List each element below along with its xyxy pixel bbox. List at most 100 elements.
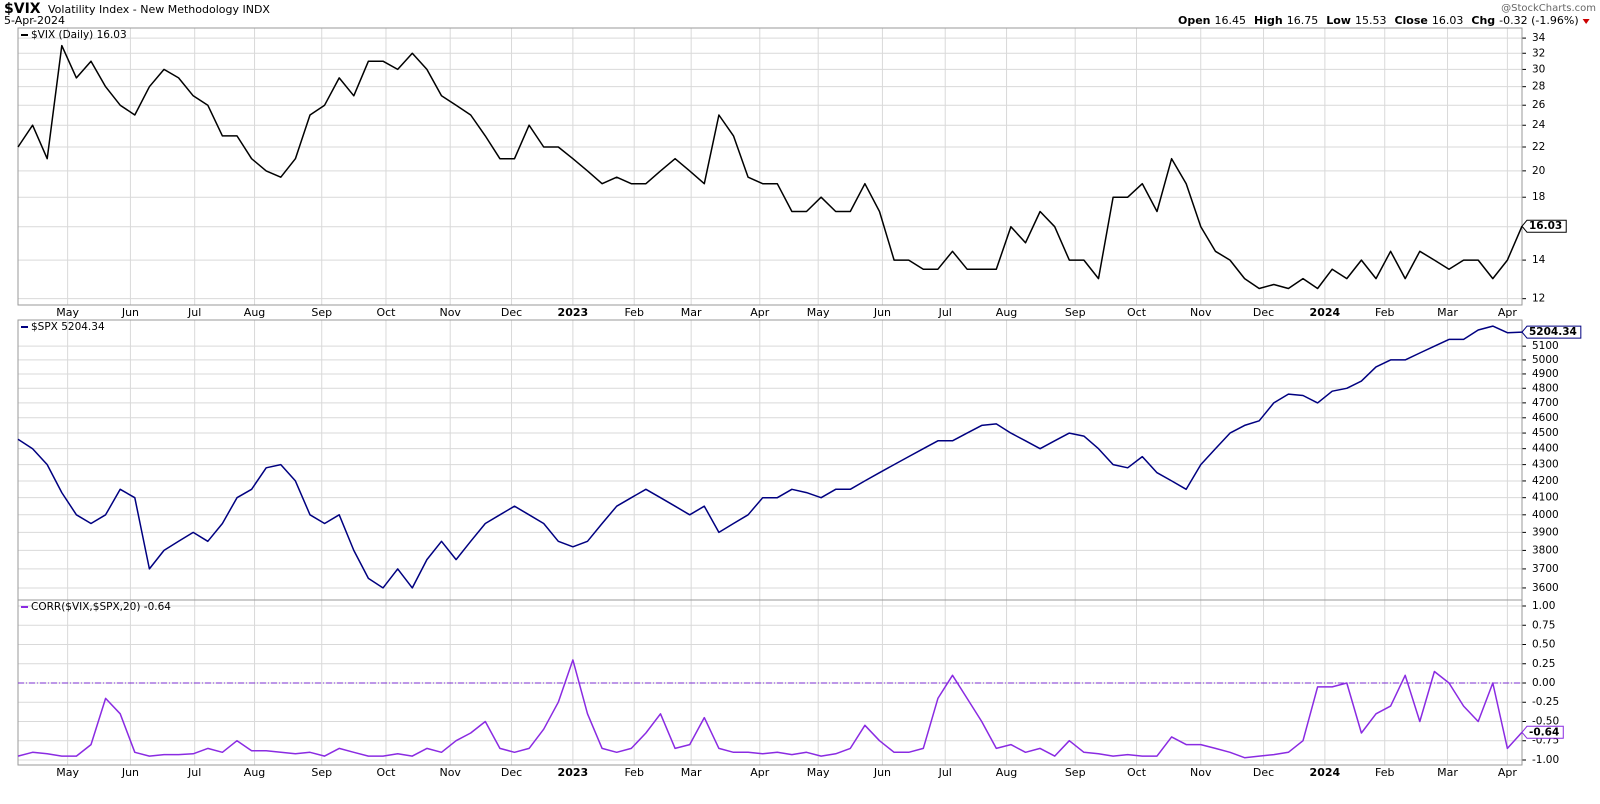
- x-tick-label: Dec: [501, 306, 522, 319]
- x-tick-label: May: [56, 766, 79, 779]
- series-line: [17, 659, 1523, 759]
- y-tick-label: 1.00: [1532, 600, 1555, 612]
- x-tick-label: Jun: [121, 306, 139, 319]
- last-value: -0.64: [1529, 726, 1559, 738]
- symbol: $VIX: [4, 1, 41, 17]
- x-tick-label: Apr: [750, 766, 770, 779]
- x-tick-label: 2023: [558, 306, 589, 319]
- x-tick-label: Jun: [873, 306, 891, 319]
- x-tick-label: Feb: [624, 306, 643, 319]
- y-tick-label: 5100: [1532, 340, 1559, 352]
- y-tick-label: 4700: [1532, 397, 1559, 409]
- y-tick-label: 32: [1532, 47, 1545, 59]
- y-tick-label: 5000: [1532, 354, 1559, 366]
- x-tick-label: Oct: [1127, 306, 1147, 319]
- y-tick-label: 20: [1532, 165, 1545, 177]
- x-tick-label: Mar: [1437, 306, 1458, 319]
- x-tick-label: Nov: [1190, 306, 1212, 319]
- quote-label: Open: [1178, 14, 1211, 27]
- x-tick-label: May: [56, 306, 79, 319]
- x-tick-label: Nov: [439, 766, 461, 779]
- last-value: 5204.34: [1529, 326, 1577, 338]
- y-tick-label: 3600: [1532, 582, 1559, 594]
- x-tick-label: Mar: [681, 766, 702, 779]
- legend-label: CORR($VIX,$SPX,20) -0.64: [31, 601, 171, 613]
- panel-frame: [17, 319, 1523, 601]
- last-value-tag: -0.64: [1521, 725, 1564, 739]
- quote-value: -0.32 (-1.96%): [1499, 14, 1578, 27]
- x-tick-label: 2024: [1310, 306, 1341, 319]
- y-tick-label: -0.50: [1532, 715, 1559, 727]
- y-tick-label: 0.75: [1532, 619, 1555, 631]
- y-tick-label: 3800: [1532, 544, 1559, 556]
- y-tick-label: 4900: [1532, 368, 1559, 380]
- y-tick-label: 14: [1532, 254, 1546, 266]
- x-tick-label: Dec: [501, 766, 522, 779]
- quote-value: 16.45: [1215, 14, 1247, 27]
- x-tick-label: May: [807, 766, 830, 779]
- last-value-tag: 16.03: [1521, 219, 1567, 233]
- panel-frame: [17, 599, 1523, 766]
- x-tick-label: Feb: [1375, 766, 1394, 779]
- date: 5-Apr-2024: [4, 14, 65, 27]
- x-tick-label: Apr: [1498, 306, 1518, 319]
- x-tick-label: Mar: [1437, 766, 1458, 779]
- y-tick-label: 22: [1532, 141, 1545, 153]
- x-tick-label: Oct: [1127, 766, 1147, 779]
- x-tick-label: Apr: [750, 306, 770, 319]
- x-tick-label: Oct: [376, 306, 396, 319]
- y-tick-label: 4300: [1532, 459, 1559, 471]
- x-tick-label: Aug: [996, 766, 1017, 779]
- last-value: 16.03: [1529, 220, 1562, 232]
- quote-label: Chg: [1471, 14, 1495, 27]
- y-tick-label: 0.25: [1532, 658, 1555, 670]
- quote-value: 16.75: [1287, 14, 1319, 27]
- x-tick-label: Dec: [1253, 306, 1274, 319]
- last-value-box: [1521, 219, 1567, 233]
- description: Volatility Index - New Methodology INDX: [48, 3, 270, 16]
- quote-label: High: [1254, 14, 1283, 27]
- legend-label: $SPX 5204.34: [31, 321, 105, 333]
- x-tick-label: Dec: [1253, 766, 1274, 779]
- y-tick-label: 3700: [1532, 563, 1559, 575]
- legend-label: $VIX (Daily) 16.03: [31, 29, 127, 41]
- x-tick-label: Jun: [121, 766, 139, 779]
- y-tick-label: 18: [1532, 191, 1545, 203]
- x-tick-label: 2024: [1310, 766, 1341, 779]
- quote-value: 16.03: [1432, 14, 1464, 27]
- y-tick-label: 4500: [1532, 427, 1559, 439]
- y-tick-label: 4800: [1532, 382, 1559, 394]
- x-tick-label: Apr: [1498, 766, 1518, 779]
- y-tick-label: 24: [1532, 119, 1546, 131]
- x-tick-label: Feb: [1375, 306, 1394, 319]
- y-tick-label: 12: [1532, 293, 1545, 305]
- y-tick-label: 4400: [1532, 443, 1559, 455]
- x-tick-label: Feb: [624, 766, 643, 779]
- y-tick-label: 0.50: [1532, 639, 1555, 651]
- series-line: [17, 325, 1523, 589]
- credit: @StockCharts.com: [1501, 3, 1596, 14]
- quote-value: 15.53: [1355, 14, 1387, 27]
- y-tick-label: 30: [1532, 63, 1545, 75]
- x-tick-label: Aug: [244, 766, 265, 779]
- x-tick-label: Jun: [873, 766, 891, 779]
- last-value-box: [1521, 325, 1582, 339]
- x-tick-label: Jul: [938, 766, 952, 779]
- x-tick-label: Jul: [187, 306, 201, 319]
- x-tick-label: Oct: [376, 766, 396, 779]
- y-tick-label: 4600: [1532, 412, 1559, 424]
- last-value-box: [1521, 725, 1564, 739]
- y-tick-label: 4100: [1532, 492, 1559, 504]
- x-tick-label: Sep: [1065, 306, 1086, 319]
- series-line: [17, 44, 1523, 290]
- x-tick-label: Sep: [311, 766, 332, 779]
- y-tick-label: 34: [1532, 32, 1546, 44]
- x-tick-label: 2023: [558, 766, 589, 779]
- down-arrow: [1582, 19, 1590, 24]
- panel-frame: [17, 27, 1523, 306]
- y-tick-label: 26: [1532, 99, 1546, 111]
- x-tick-label: Jul: [938, 306, 952, 319]
- x-tick-label: Nov: [1190, 766, 1212, 779]
- y-tick-label: -0.25: [1532, 696, 1559, 708]
